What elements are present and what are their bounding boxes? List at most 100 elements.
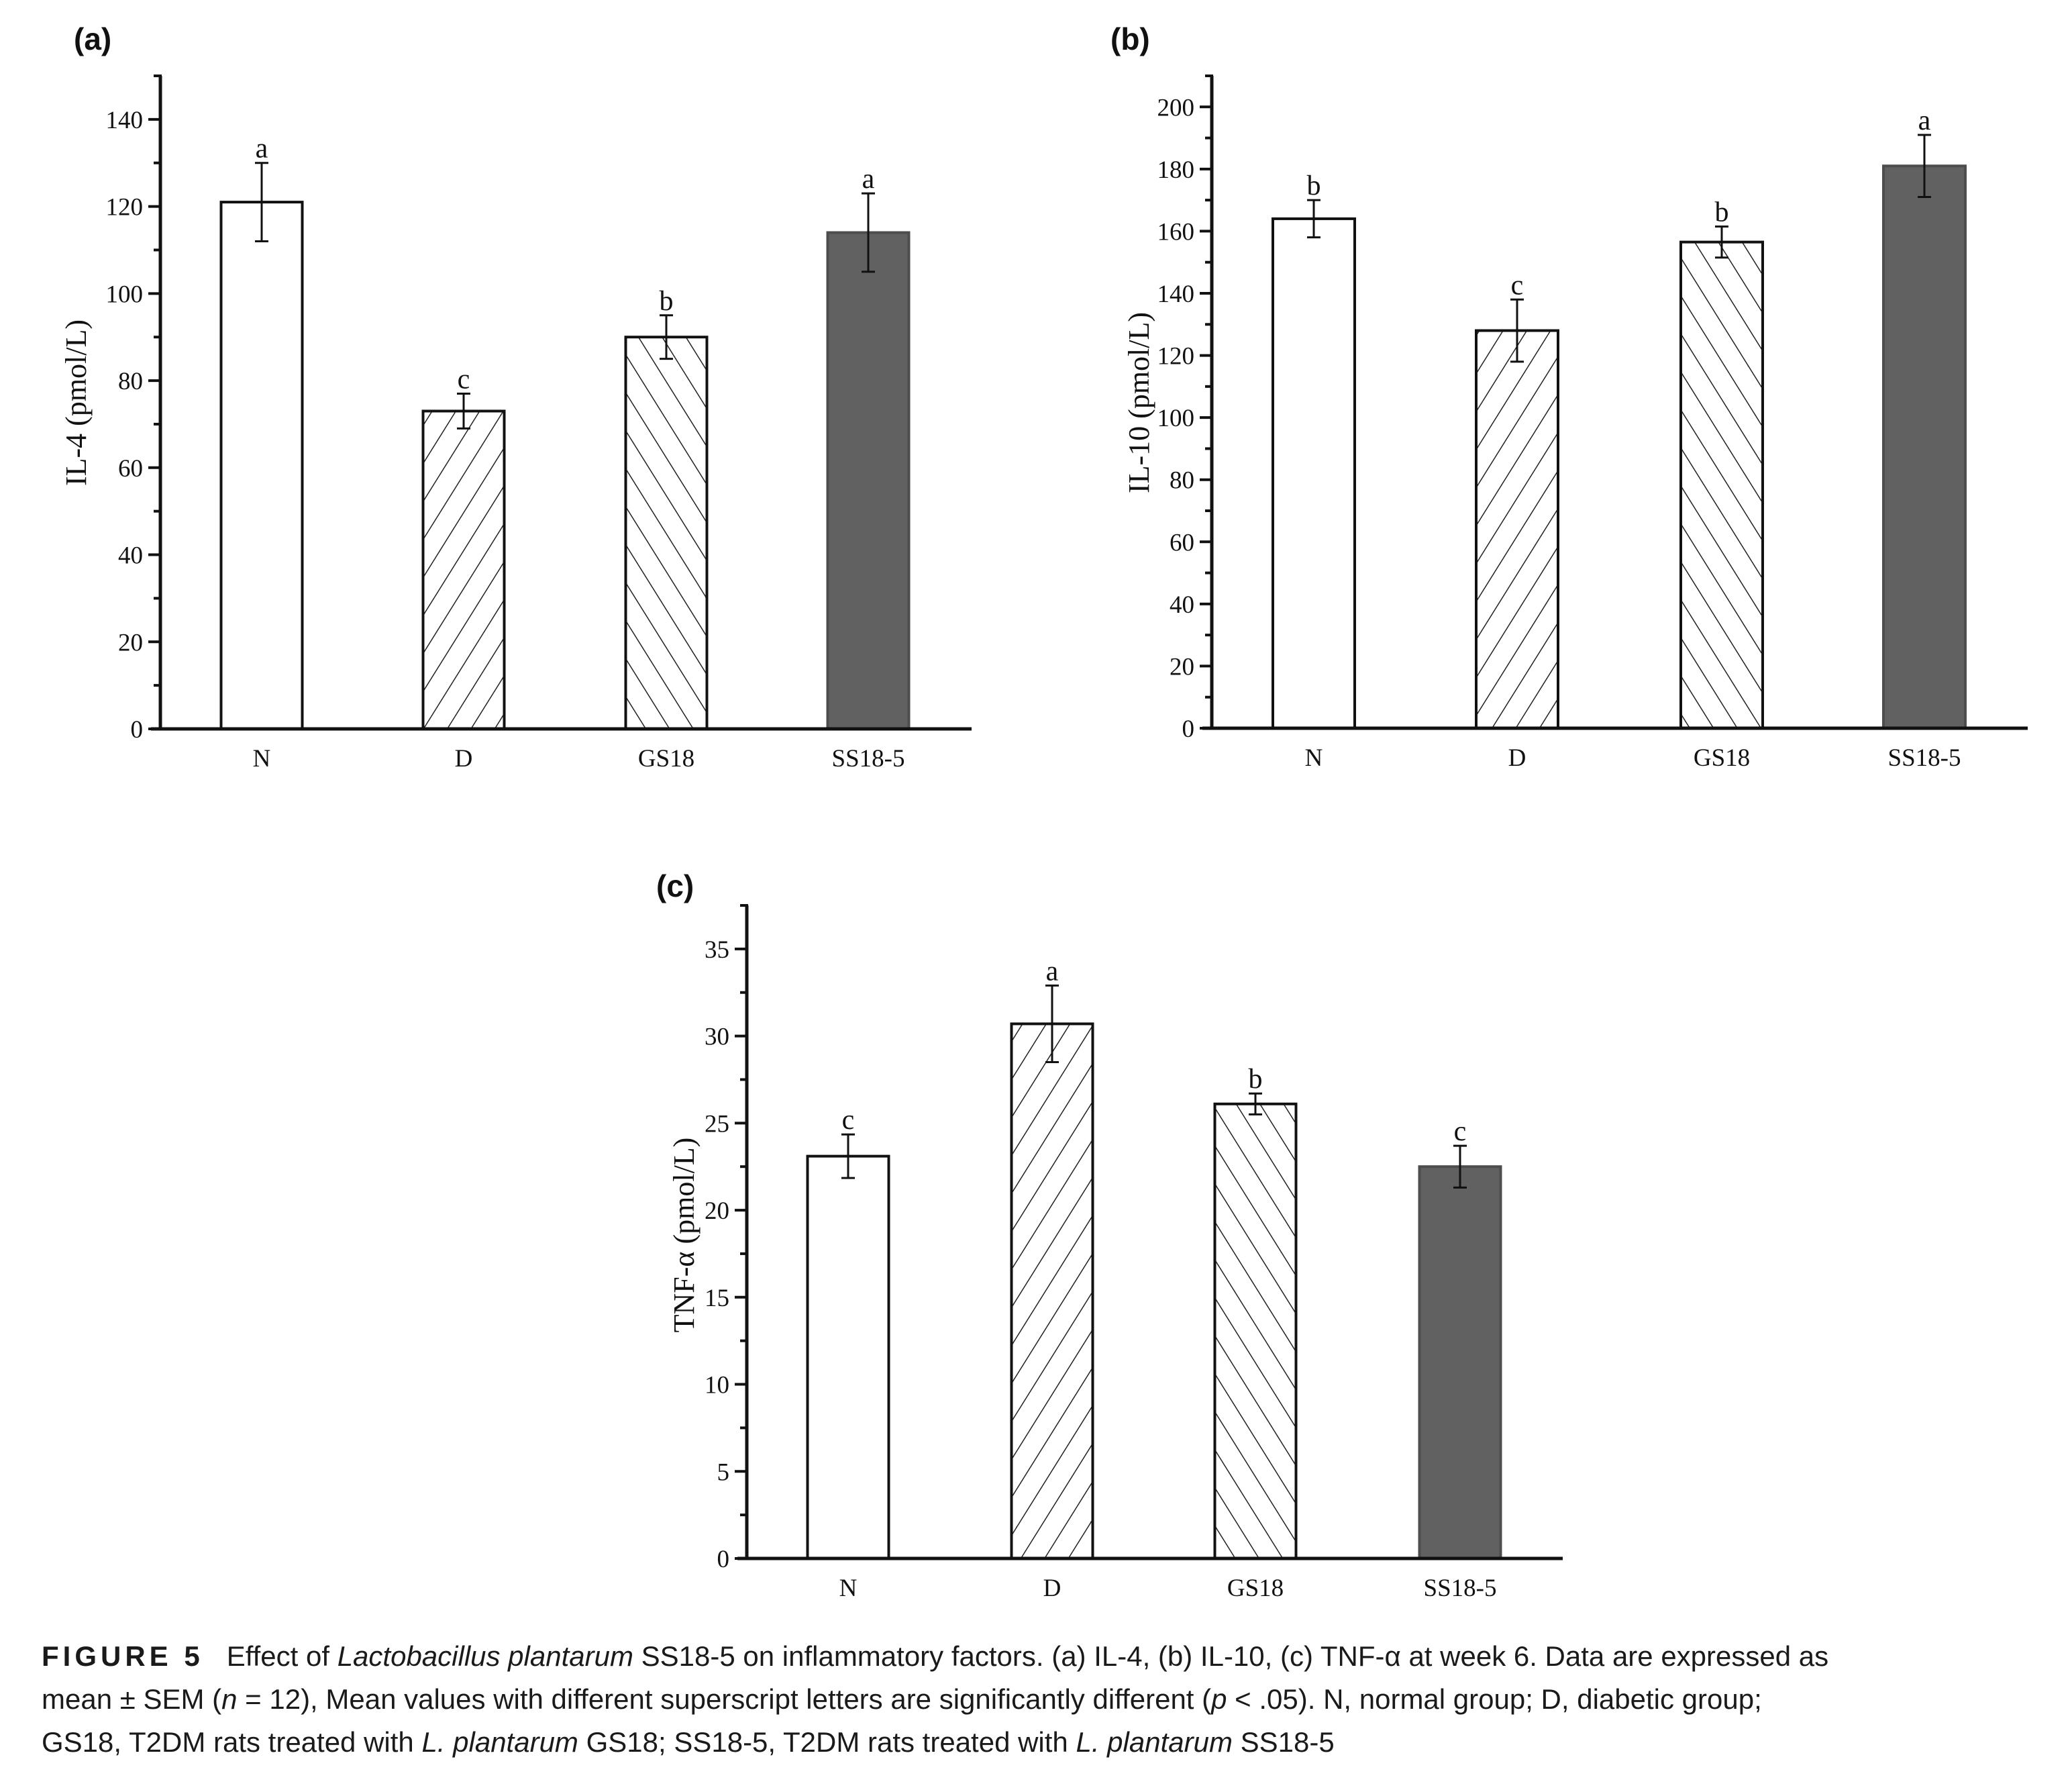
panel-label-a: (a) bbox=[74, 21, 111, 56]
axes-b bbox=[1202, 74, 2028, 730]
bar-gs18 bbox=[624, 336, 709, 730]
y-tick-label: 5 bbox=[717, 1458, 730, 1486]
caption-text: Effect of bbox=[226, 1640, 338, 1672]
x-category-label: SS18-5 bbox=[1424, 1575, 1497, 1602]
caption-text: mean ± SEM ( bbox=[42, 1683, 222, 1715]
panel-label-c: (c) bbox=[656, 868, 694, 903]
bar-gs18 bbox=[1213, 1102, 1298, 1560]
significance-letter: a bbox=[1918, 105, 1931, 136]
y-tick-label: 100 bbox=[106, 281, 144, 308]
caption-text: < .05). N, normal group; D, diabetic gro… bbox=[1227, 1683, 1762, 1715]
significance-letter: a bbox=[862, 164, 875, 195]
bar-n bbox=[1272, 217, 1356, 730]
y-axis-title-a: IL-4 (pmol/L) bbox=[60, 319, 93, 486]
figure-caption: FIGURE 5 Effect of Lactobacillus plantaru… bbox=[42, 1635, 2055, 1764]
y-tick-label: 0 bbox=[131, 716, 144, 744]
bar-n bbox=[219, 201, 304, 730]
significance-letter: b bbox=[1249, 1064, 1263, 1095]
caption-p-symbol: p bbox=[1211, 1683, 1227, 1715]
caption-text: GS18; SS18-5, T2DM rats treated with bbox=[578, 1726, 1076, 1758]
caption-species-name: L. plantarum bbox=[1076, 1726, 1233, 1758]
panel-label-b: (b) bbox=[1110, 21, 1150, 56]
x-category-label: N bbox=[839, 1575, 858, 1602]
significance-letter: b bbox=[1715, 197, 1729, 228]
x-category-label: D bbox=[1508, 744, 1526, 772]
bars-a: a Nc Db GS18 a SS18-5 bbox=[219, 134, 911, 773]
bar-d bbox=[421, 409, 506, 730]
chart-panel-c: (c) TNF-α (pmol/L) 0 5 10 15 20 25 30 35 c Na Db G… bbox=[656, 868, 1563, 1602]
x-category-label: SS18-5 bbox=[1888, 744, 1961, 772]
bar-ss18-5 bbox=[1418, 1165, 1502, 1560]
y-tick-label: 0 bbox=[1182, 715, 1195, 743]
y-tick-label: 200 bbox=[1157, 94, 1195, 121]
x-category-label: D bbox=[1043, 1575, 1061, 1602]
caption-species-name: Lactobacillus plantarum bbox=[337, 1640, 633, 1672]
bar-d bbox=[1010, 1022, 1094, 1560]
axes-a bbox=[151, 74, 972, 731]
significance-letter: b bbox=[660, 286, 674, 317]
x-category-label: D bbox=[455, 745, 473, 773]
y-tick-label: 120 bbox=[1157, 343, 1195, 370]
y-tick-label: 20 bbox=[118, 629, 143, 656]
y-axis-title-b: IL-10 (pmol/L) bbox=[1123, 312, 1155, 493]
caption-species-name: L. plantarum bbox=[421, 1726, 578, 1758]
caption-text: GS18, T2DM rats treated with bbox=[42, 1726, 422, 1758]
y-tick-label: 100 bbox=[1157, 405, 1195, 432]
chart-panel-a: (a) IL-4 (pmol/L) 0 20 40 60 80 100 120 140 a Nc… bbox=[60, 21, 972, 773]
significance-letter: a bbox=[256, 134, 268, 164]
bar-ss18-5 bbox=[826, 231, 911, 730]
y-tick-label: 80 bbox=[1170, 467, 1194, 495]
significance-letter: a bbox=[1046, 956, 1059, 987]
y-tick-label: 15 bbox=[705, 1285, 729, 1312]
significance-letter: c bbox=[1511, 270, 1524, 301]
y-tick-label: 80 bbox=[118, 368, 143, 395]
y-tick-label: 20 bbox=[705, 1197, 729, 1225]
y-tick-label: 40 bbox=[118, 542, 143, 570]
y-axis-title-c: TNF-α (pmol/L) bbox=[668, 1138, 701, 1333]
y-tick-label: 120 bbox=[106, 194, 144, 221]
x-category-label: N bbox=[1305, 744, 1323, 772]
y-tick-label: 180 bbox=[1157, 156, 1195, 184]
caption-text: = 12), Mean values with different supers… bbox=[237, 1683, 1212, 1715]
x-category-label: GS18 bbox=[638, 745, 694, 773]
x-category-label: N bbox=[253, 745, 271, 773]
y-tick-label: 10 bbox=[705, 1372, 729, 1399]
significance-letter: c bbox=[1454, 1116, 1467, 1147]
y-tick-label: 40 bbox=[1170, 591, 1194, 619]
significance-letter: c bbox=[458, 364, 470, 395]
significance-letter: b bbox=[1307, 170, 1321, 201]
caption-figure-label: FIGURE 5 bbox=[42, 1640, 204, 1672]
y-tick-label: 140 bbox=[1157, 281, 1195, 308]
y-tick-label: 25 bbox=[705, 1110, 729, 1138]
y-tick-label: 0 bbox=[717, 1546, 730, 1573]
y-tick-label: 60 bbox=[1170, 529, 1194, 556]
caption-line-2: mean ± SEM (n = 12), Mean values with di… bbox=[42, 1678, 2055, 1721]
caption-n-symbol: n bbox=[221, 1683, 238, 1715]
y-ticks-c: 0 5 10 15 20 25 30 35 bbox=[705, 904, 747, 1573]
x-category-label: GS18 bbox=[1227, 1575, 1284, 1602]
caption-text: SS18-5 bbox=[1232, 1726, 1335, 1758]
bar-gs18 bbox=[1679, 240, 1764, 730]
bars-c: c Na Db GS18 c SS18-5 bbox=[806, 956, 1502, 1602]
y-ticks-b: 0 20 40 60 80 100 120 140 160 180 200 bbox=[1157, 74, 1212, 743]
bar-ss18-5 bbox=[1882, 164, 1967, 730]
y-tick-label: 35 bbox=[705, 936, 729, 964]
chart-panel-b: (b) IL-10 (pmol/L) 0 20 40 60 80 100 120 140 160… bbox=[1110, 21, 2028, 772]
y-ticks-a: 0 20 40 60 80 100 120 140 bbox=[106, 74, 160, 744]
caption-line-1: FIGURE 5 Effect of Lactobacillus plantaru… bbox=[42, 1635, 2055, 1678]
y-tick-label: 60 bbox=[118, 455, 143, 483]
bar-d bbox=[1475, 329, 1559, 730]
y-tick-label: 30 bbox=[705, 1024, 729, 1051]
bars-b: b Nc Db GS18 a SS18-5 bbox=[1272, 105, 1967, 772]
x-category-label: SS18-5 bbox=[832, 745, 905, 773]
y-tick-label: 140 bbox=[106, 107, 144, 134]
axes-c bbox=[737, 904, 1563, 1560]
bar-n bbox=[806, 1154, 890, 1560]
y-tick-label: 20 bbox=[1170, 653, 1194, 681]
x-category-label: GS18 bbox=[1694, 744, 1750, 772]
significance-letter: c bbox=[842, 1105, 855, 1136]
caption-line-3: GS18, T2DM rats treated with L. plantaru… bbox=[42, 1721, 2055, 1764]
y-tick-label: 160 bbox=[1157, 218, 1195, 246]
caption-text: SS18-5 on inflammatory factors. (a) IL-4… bbox=[633, 1640, 1829, 1672]
